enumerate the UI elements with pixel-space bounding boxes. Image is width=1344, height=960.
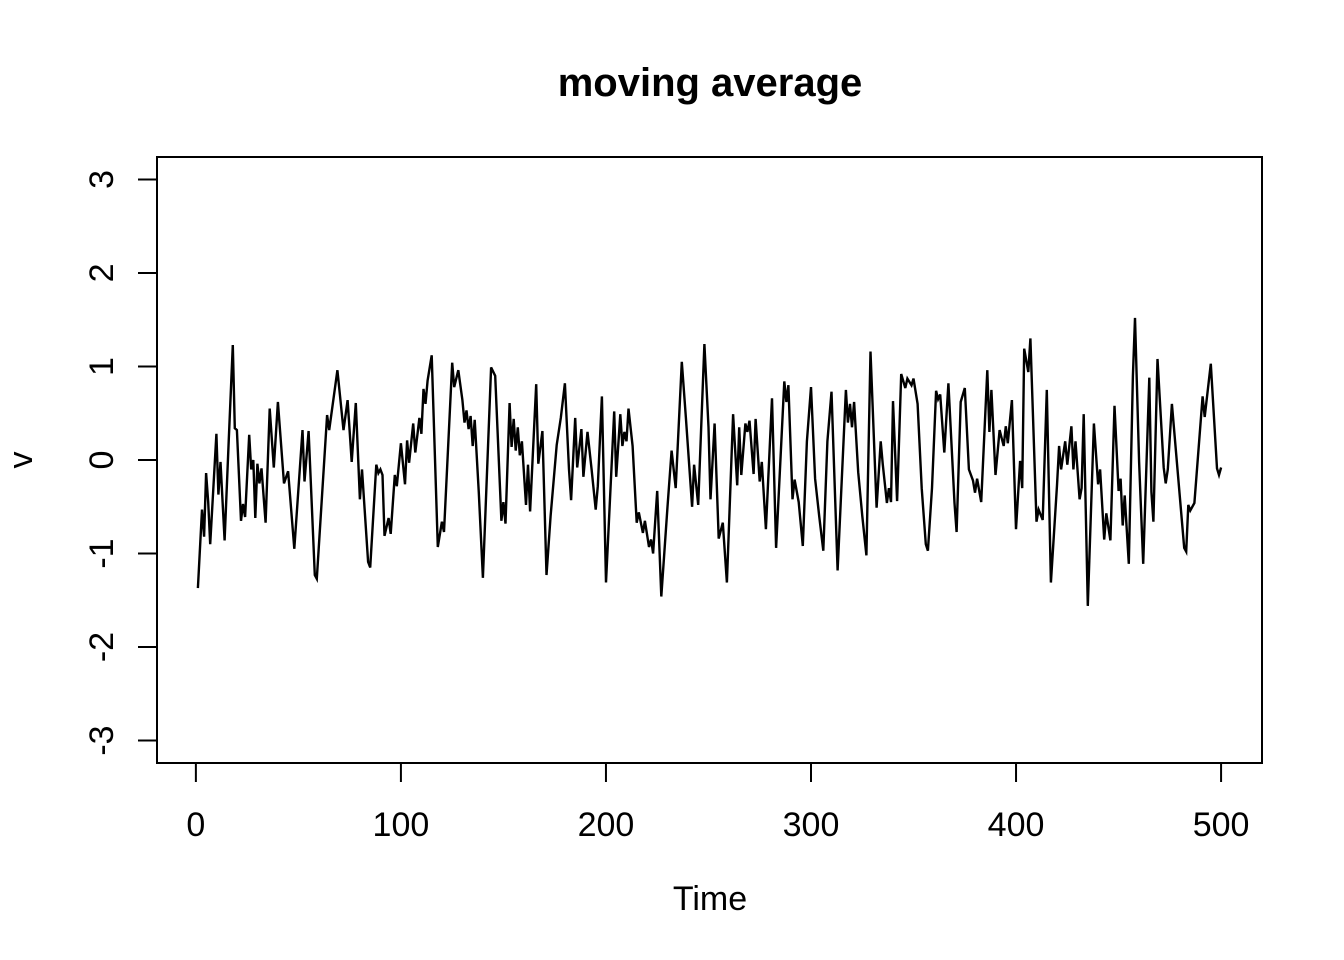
x-tick-label: 200 [578, 806, 635, 844]
y-tick-label: 3 [83, 170, 121, 189]
x-tick-label: 0 [186, 806, 205, 844]
y-tick-label: -3 [83, 725, 121, 755]
x-tick-label: 300 [783, 806, 840, 844]
y-tick-label: -2 [83, 632, 121, 662]
y-tick-label: 2 [83, 264, 121, 283]
x-tick-label: 100 [373, 806, 430, 844]
x-axis-title: Time [673, 880, 747, 918]
y-tick-label: 0 [83, 451, 121, 470]
plot-generated-content: 0 100 200 300 400 500 -3 -2 -1 0 1 2 3 [83, 170, 1249, 844]
y-tick-label: -1 [83, 538, 121, 568]
x-tick-label: 400 [988, 806, 1045, 844]
series-line [196, 317, 1223, 606]
x-tick-label: 500 [1193, 806, 1250, 844]
plot-box [156, 156, 1263, 764]
plot-title: moving average [558, 61, 863, 105]
y-axis-title: v [2, 452, 40, 469]
y-tick-label: 1 [83, 357, 121, 376]
